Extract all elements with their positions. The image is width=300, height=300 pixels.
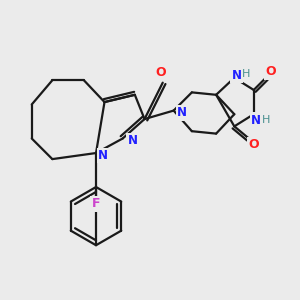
Text: N: N — [98, 149, 108, 162]
Text: N: N — [251, 114, 261, 127]
Text: O: O — [155, 67, 166, 80]
Text: O: O — [266, 65, 276, 78]
Text: N: N — [177, 106, 187, 119]
Text: N: N — [128, 134, 137, 147]
Text: F: F — [92, 197, 100, 211]
Text: H: H — [242, 69, 250, 79]
Text: N: N — [232, 69, 242, 82]
Text: H: H — [262, 115, 270, 125]
Text: O: O — [248, 138, 259, 151]
